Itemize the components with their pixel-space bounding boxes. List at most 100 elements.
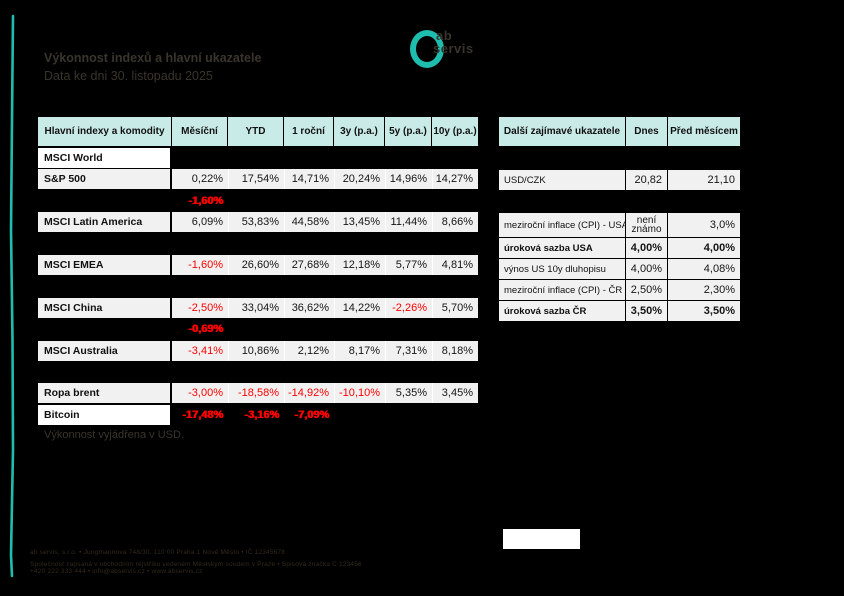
value-cell: 10,86% [228, 340, 284, 361]
value-cell [334, 319, 385, 339]
logo-word-top: ab [436, 28, 453, 43]
indicators-table-header: Další zajímavé ukazatele Dnes Před měsíc… [499, 117, 740, 146]
value-cell [172, 362, 228, 382]
value-cell: 14,22% [334, 297, 385, 318]
header-cell: 10y (p.a.) [432, 117, 478, 146]
value-cell: 21,10 [668, 170, 740, 190]
row-label: MSCI EMEA [38, 254, 172, 275]
value-cell [432, 362, 478, 382]
table-row: -0,69% [38, 319, 478, 339]
value-cell: 8,66% [432, 212, 478, 233]
value-cell [334, 276, 385, 296]
indexes-table-header: Hlavní indexy a komodity Měsíční YTD 1 r… [38, 117, 478, 146]
value-cell: -1,60% [188, 194, 223, 207]
header-cell: 5y (p.a.) [385, 117, 432, 146]
value-cell: -3,41% [172, 340, 228, 361]
value-cell [334, 148, 385, 168]
value-cell: 5,35% [385, 383, 432, 404]
value-cell: 14,27% [432, 169, 478, 190]
value-cell [284, 319, 334, 339]
value-cell: -18,58% [228, 383, 284, 404]
value-cell [228, 191, 284, 211]
value-cell: 0,22% [172, 169, 228, 190]
value-cell: 3,45% [432, 383, 478, 404]
row-label: MSCI China [38, 297, 172, 318]
value-cell: není známo [626, 213, 668, 237]
footer-line: +420 222 333 444 • info@abservis.cz • ww… [30, 568, 203, 575]
table-row: S&P 500 0,22% 17,54% 14,71% 20,24% 14,96… [38, 169, 478, 190]
row-label [38, 362, 172, 382]
value-cell: 8,17% [334, 340, 385, 361]
logo-ring-icon [410, 30, 444, 68]
table-row [38, 234, 478, 254]
table-row: MSCI Latin America 6,09% 53,83% 44,58% 1… [38, 212, 478, 233]
table-row: MSCI Australia -3,41% 10,86% 2,12% 8,17%… [38, 340, 478, 361]
value-cell: -7,09% [294, 408, 329, 421]
row-label: výnos US 10y dluhopisu [499, 259, 626, 279]
value-cell: 20,82 [626, 170, 668, 190]
value-cell [228, 148, 284, 168]
value-cell: 5,70% [432, 297, 478, 318]
value-cell: -14,92% [284, 383, 334, 404]
value-cell: 5,77% [385, 254, 432, 275]
value-cell: 14,71% [284, 169, 334, 190]
row-label: MSCI Australia [38, 340, 172, 361]
accent-line [9, 14, 15, 578]
header-cell: Další zajímavé ukazatele [499, 117, 626, 146]
value-cell [432, 191, 478, 211]
table-row: meziroční inflace (CPI) - ČR 2,50% 2,30% [499, 280, 740, 300]
value-cell [284, 191, 334, 211]
value-cell [432, 319, 478, 339]
table-row: Bitcoin -17,48% -3,16% -7,09% [38, 404, 478, 425]
table-row: -1,60% [38, 191, 478, 211]
value-cell: 2,30% [668, 280, 740, 300]
value-cell: 4,81% [432, 254, 478, 275]
row-label: úroková sazba ČR [499, 301, 626, 321]
value-cell [172, 148, 228, 168]
value-cell [284, 276, 334, 296]
value-cell [172, 276, 228, 296]
footer-line: ab servis, s.r.o. • Jungmannova 748/30, … [30, 549, 286, 556]
row-label: Ropa brent [38, 383, 172, 404]
indexes-table: Hlavní indexy a komodity Měsíční YTD 1 r… [38, 117, 478, 426]
value-cell [334, 362, 385, 382]
value-cell [284, 362, 334, 382]
indicators-table: Další zajímavé ukazatele Dnes Před měsíc… [499, 117, 740, 322]
value-cell [385, 405, 432, 425]
value-cell: 4,00% [668, 238, 740, 258]
value-cell: 4,08% [668, 259, 740, 279]
table-row [38, 276, 478, 296]
value-cell [172, 234, 228, 254]
value-cell: -0,69% [188, 323, 223, 336]
table-row: MSCI World [38, 148, 478, 168]
header-cell: 1 roční [284, 117, 334, 146]
page-title: Výkonnost indexů a hlavní ukazatele [44, 51, 262, 65]
header-cell: Před měsícem [668, 117, 740, 146]
table-row: úroková sazba USA 4,00% 4,00% [499, 238, 740, 258]
value-cell: 17,54% [228, 169, 284, 190]
footer-contact: ab servis, s.r.o. • Jungmannova 748/30, … [30, 549, 490, 576]
value-cell: 3,50% [668, 301, 740, 321]
row-label: meziroční inflace (CPI) - USA [499, 213, 626, 237]
table-row: Ropa brent -3,00% -18,58% -14,92% -10,10… [38, 383, 478, 404]
usd-footnote: Výkonnost vyjádřena v USD. [44, 429, 185, 441]
table-row: meziroční inflace (CPI) - USA není známo… [499, 213, 740, 237]
header-cell: 3y (p.a.) [334, 117, 385, 146]
value-cell: -2,50% [172, 297, 228, 318]
value-cell: 2,12% [284, 340, 334, 361]
value-cell [432, 148, 478, 168]
row-label: Bitcoin [38, 404, 172, 425]
value-cell: 6,09% [172, 212, 228, 233]
value-cell: 13,45% [334, 212, 385, 233]
value-cell [385, 319, 432, 339]
value-cell [284, 148, 334, 168]
value-cell [334, 234, 385, 254]
value-cell: 3,0% [668, 213, 740, 237]
value-cell: 12,18% [334, 254, 385, 275]
row-label: meziroční inflace (CPI) - ČR [499, 280, 626, 300]
row-label: MSCI Latin America [38, 212, 172, 233]
row-label [38, 319, 172, 339]
value-cell: -3,16% [244, 408, 279, 421]
value-cell [385, 362, 432, 382]
value-cell: 33,04% [228, 297, 284, 318]
